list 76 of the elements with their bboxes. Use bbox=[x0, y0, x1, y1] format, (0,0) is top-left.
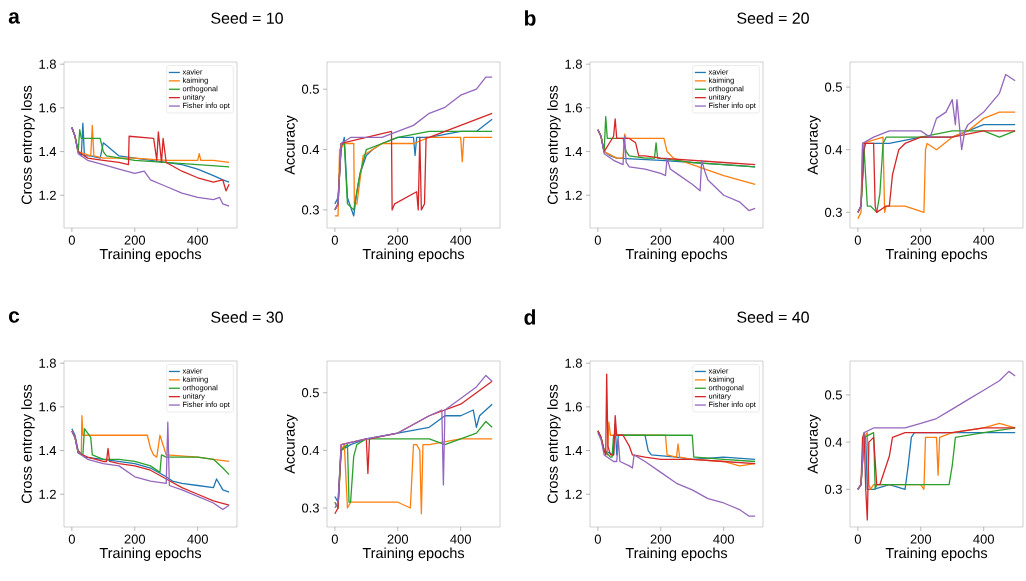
chart-title: Seed = 40 bbox=[737, 311, 809, 323]
x-tick-label: 200 bbox=[387, 534, 409, 544]
y-tick-label: 0.3 bbox=[301, 503, 319, 513]
y-tick-label: 1.2 bbox=[39, 190, 56, 200]
y-tick-label: 1.6 bbox=[39, 103, 56, 113]
x-axis-title: Training epochs bbox=[362, 547, 465, 562]
y-tick-label: 1.4 bbox=[39, 446, 57, 456]
x-tick-label: 400 bbox=[450, 534, 471, 544]
x-tick-label: 200 bbox=[650, 235, 672, 245]
x-tick-label: 400 bbox=[973, 534, 994, 544]
y-tick-label: 0.4 bbox=[301, 445, 320, 455]
y-tick-label: 1.6 bbox=[39, 402, 56, 412]
y-tick-label: 0.4 bbox=[824, 437, 843, 447]
y-tick-label: 1.4 bbox=[565, 446, 583, 456]
text: c bbox=[8, 311, 20, 323]
y-tick-label: 0.5 bbox=[824, 82, 842, 92]
chart-title: Seed = 20 bbox=[737, 12, 809, 24]
y-tick-label: 0.5 bbox=[301, 388, 319, 398]
x-tick-label: 400 bbox=[187, 534, 208, 544]
x-axis-title: Training epochs bbox=[885, 248, 988, 262]
y-axis-title: Cross entropy loss bbox=[547, 85, 561, 205]
y-tick-label: 1.2 bbox=[39, 489, 56, 499]
y-axis-title: Cross entropy loss bbox=[21, 384, 35, 504]
text: b bbox=[524, 10, 536, 26]
x-axis-title: Training epochs bbox=[885, 547, 988, 562]
y-axis-title: Accuracy bbox=[284, 115, 298, 175]
x-tick-label: 400 bbox=[713, 235, 734, 245]
y-tick-label: 1.8 bbox=[39, 358, 56, 368]
y-tick-label: 1.8 bbox=[39, 59, 56, 69]
chart-title: Seed = 10 bbox=[211, 12, 283, 24]
x-tick-label: 0 bbox=[854, 235, 861, 245]
x-axis-title: Training epochs bbox=[625, 547, 728, 562]
y-tick-label: 0.3 bbox=[824, 484, 842, 494]
x-axis-title: Training epochs bbox=[625, 248, 728, 262]
y-tick-label: 1.8 bbox=[565, 59, 582, 69]
text: a bbox=[8, 12, 20, 24]
x-tick-label: 200 bbox=[124, 235, 146, 245]
y-tick-label: 1.4 bbox=[565, 147, 583, 157]
y-tick-label: 0.3 bbox=[824, 207, 842, 217]
x-tick-label: 400 bbox=[973, 235, 994, 245]
y-tick-label: 0.5 bbox=[824, 390, 842, 400]
x-tick-label: 200 bbox=[387, 235, 409, 245]
y-axis-title: Cross entropy loss bbox=[547, 384, 561, 504]
x-tick-label: 200 bbox=[910, 534, 932, 544]
y-tick-label: 1.4 bbox=[39, 147, 57, 157]
x-tick-label: 0 bbox=[594, 235, 601, 245]
x-tick-label: 0 bbox=[68, 534, 75, 544]
y-tick-label: 0.4 bbox=[301, 144, 320, 155]
y-axis-title: Accuracy bbox=[807, 115, 821, 175]
x-axis-title: Training epochs bbox=[99, 248, 202, 262]
y-tick-label: 0.3 bbox=[301, 205, 319, 215]
x-tick-label: 0 bbox=[331, 235, 338, 245]
x-axis-title: Training epochs bbox=[99, 547, 202, 562]
y-tick-label: 1.6 bbox=[565, 103, 582, 113]
y-tick-label: 0.5 bbox=[301, 84, 319, 94]
x-tick-label: 400 bbox=[450, 235, 471, 245]
y-tick-label: 0.4 bbox=[824, 145, 843, 155]
x-tick-label: 0 bbox=[854, 534, 861, 544]
x-tick-label: 200 bbox=[650, 534, 672, 544]
x-tick-label: 0 bbox=[594, 534, 601, 544]
x-tick-label: 200 bbox=[124, 534, 146, 544]
y-tick-label: 1.2 bbox=[565, 190, 582, 200]
x-tick-label: 0 bbox=[331, 534, 338, 544]
x-tick-label: 400 bbox=[187, 235, 208, 245]
y-axis-title: Cross entropy loss bbox=[21, 85, 35, 205]
y-tick-label: 1.8 bbox=[565, 358, 582, 368]
x-tick-label: 400 bbox=[713, 534, 734, 544]
x-tick-label: 0 bbox=[68, 235, 75, 245]
chart-title: Seed = 30 bbox=[211, 311, 283, 323]
y-tick-label: 1.2 bbox=[565, 489, 582, 499]
y-axis-title: Accuracy bbox=[807, 414, 821, 474]
y-axis-title: Accuracy bbox=[284, 414, 298, 474]
x-tick-label: 200 bbox=[910, 235, 932, 245]
x-axis-title: Training epochs bbox=[362, 248, 465, 262]
text: d bbox=[524, 309, 536, 325]
y-tick-label: 1.6 bbox=[565, 402, 582, 412]
